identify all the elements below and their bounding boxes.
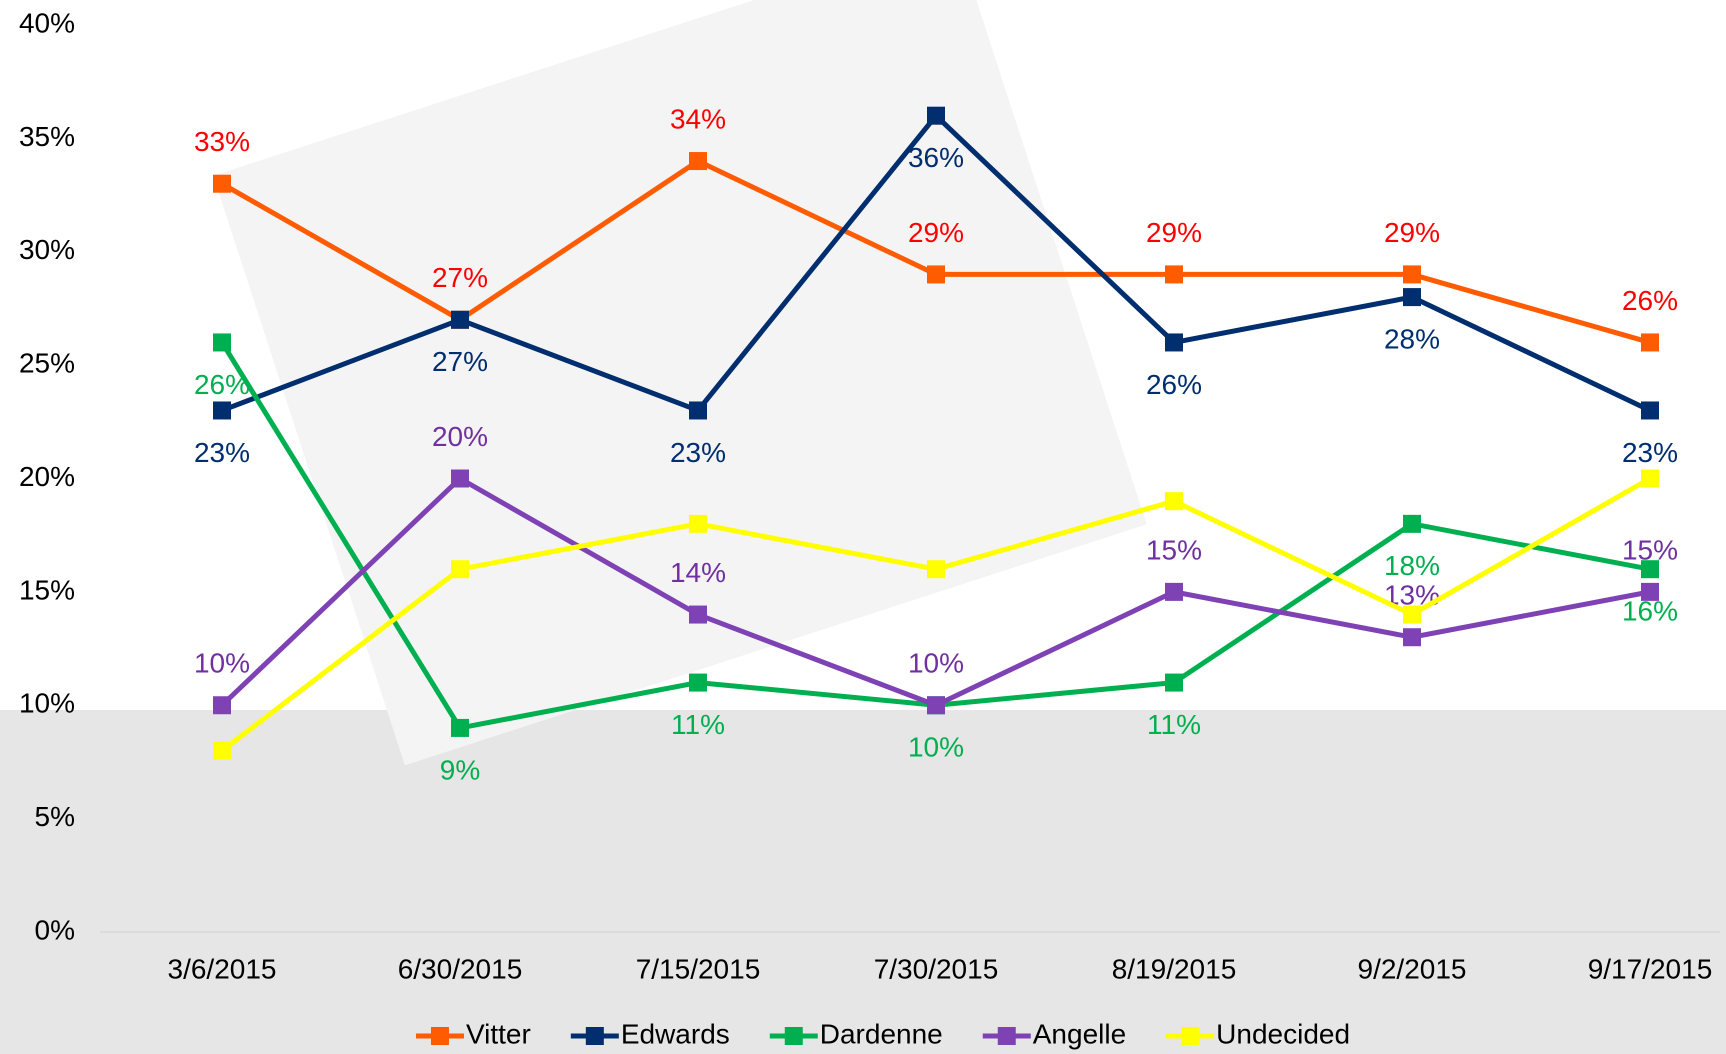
x-tick-label: 8/19/2015 bbox=[1112, 953, 1237, 984]
point-marker bbox=[689, 514, 707, 533]
point-marker bbox=[1165, 265, 1183, 284]
legend-marker bbox=[784, 1027, 803, 1045]
point-marker bbox=[1641, 560, 1659, 579]
point-marker bbox=[1165, 333, 1183, 352]
legend-item: Angelle bbox=[982, 1018, 1126, 1049]
x-tick-label: 6/30/2015 bbox=[398, 953, 523, 984]
x-tick-label: 9/17/2015 bbox=[1588, 953, 1713, 984]
x-tick-label: 9/2/2015 bbox=[1358, 953, 1467, 984]
data-label: 9% bbox=[440, 754, 480, 785]
y-tick-label: 15% bbox=[19, 574, 75, 605]
point-marker bbox=[213, 741, 231, 760]
y-tick-label: 20% bbox=[19, 461, 75, 492]
point-marker bbox=[451, 718, 469, 737]
y-tick-label: 0% bbox=[35, 914, 75, 945]
y-tick-label: 35% bbox=[19, 121, 75, 152]
data-label: 29% bbox=[1146, 217, 1202, 248]
data-label: 33% bbox=[194, 126, 250, 157]
y-tick-label: 10% bbox=[19, 688, 75, 719]
data-label: 26% bbox=[1622, 285, 1678, 316]
data-label: 15% bbox=[1622, 534, 1678, 565]
legend-item: Dardenne bbox=[769, 1018, 943, 1049]
point-marker bbox=[1641, 401, 1659, 420]
legend-marker bbox=[1181, 1027, 1200, 1045]
point-marker bbox=[1403, 288, 1421, 307]
point-marker bbox=[927, 560, 945, 579]
data-label: 10% bbox=[908, 732, 964, 763]
data-label: 36% bbox=[908, 142, 964, 173]
point-marker bbox=[689, 401, 707, 420]
data-label: 10% bbox=[194, 648, 250, 679]
point-marker bbox=[689, 673, 707, 692]
legend-label: Dardenne bbox=[820, 1018, 943, 1049]
legend-marker bbox=[585, 1027, 604, 1045]
data-label: 11% bbox=[671, 709, 725, 740]
legend-label: Angelle bbox=[1033, 1018, 1126, 1049]
point-marker bbox=[1641, 333, 1659, 352]
y-tick-label: 5% bbox=[35, 801, 75, 832]
legend-item: Undecided bbox=[1166, 1018, 1350, 1049]
data-label: 27% bbox=[432, 262, 488, 293]
data-label: 26% bbox=[1146, 369, 1202, 400]
background-band bbox=[0, 710, 1726, 1054]
y-tick-label: 25% bbox=[19, 348, 75, 379]
data-label: 29% bbox=[908, 217, 964, 248]
data-label: 14% bbox=[670, 557, 726, 588]
y-tick-label: 40% bbox=[19, 7, 75, 38]
point-marker bbox=[927, 106, 945, 125]
point-marker bbox=[689, 605, 707, 624]
point-marker bbox=[451, 560, 469, 579]
x-tick-label: 7/30/2015 bbox=[874, 953, 999, 984]
data-label: 28% bbox=[1384, 323, 1440, 354]
data-label: 29% bbox=[1384, 217, 1440, 248]
point-marker bbox=[1403, 628, 1421, 647]
data-label: 23% bbox=[670, 437, 726, 468]
point-marker bbox=[689, 152, 707, 171]
legend-item: Vitter bbox=[415, 1018, 531, 1049]
x-tick-label: 3/6/2015 bbox=[168, 953, 277, 984]
data-label: 26% bbox=[194, 369, 250, 400]
point-marker bbox=[1403, 605, 1421, 624]
point-marker bbox=[213, 401, 231, 420]
data-label: 23% bbox=[194, 437, 250, 468]
data-label: 23% bbox=[1622, 437, 1678, 468]
point-marker bbox=[927, 265, 945, 284]
data-label: 34% bbox=[670, 103, 726, 134]
point-marker bbox=[213, 174, 231, 193]
legend-label: Edwards bbox=[621, 1018, 730, 1049]
data-label: 18% bbox=[1384, 550, 1440, 581]
point-marker bbox=[1165, 492, 1183, 511]
data-label: 10% bbox=[908, 648, 964, 679]
legend-label: Vitter bbox=[466, 1018, 531, 1049]
x-tick-label: 7/15/2015 bbox=[636, 953, 761, 984]
data-label: 11% bbox=[1147, 709, 1201, 740]
point-marker bbox=[451, 310, 469, 329]
legend-marker bbox=[997, 1027, 1016, 1045]
data-label: 15% bbox=[1146, 534, 1202, 565]
point-marker bbox=[451, 469, 469, 488]
point-marker bbox=[927, 696, 945, 715]
legend-marker bbox=[430, 1027, 449, 1045]
point-marker bbox=[213, 333, 231, 352]
data-label: 20% bbox=[432, 421, 488, 452]
legend-item: Edwards bbox=[570, 1018, 730, 1049]
point-marker bbox=[1403, 514, 1421, 533]
point-marker bbox=[1165, 673, 1183, 692]
point-marker bbox=[213, 696, 231, 715]
point-marker bbox=[1641, 582, 1659, 601]
point-marker bbox=[1641, 469, 1659, 488]
point-marker bbox=[1165, 582, 1183, 601]
y-tick-label: 30% bbox=[19, 234, 75, 265]
legend-label: Undecided bbox=[1216, 1018, 1350, 1049]
point-marker bbox=[1403, 265, 1421, 284]
data-label: 27% bbox=[432, 346, 488, 377]
